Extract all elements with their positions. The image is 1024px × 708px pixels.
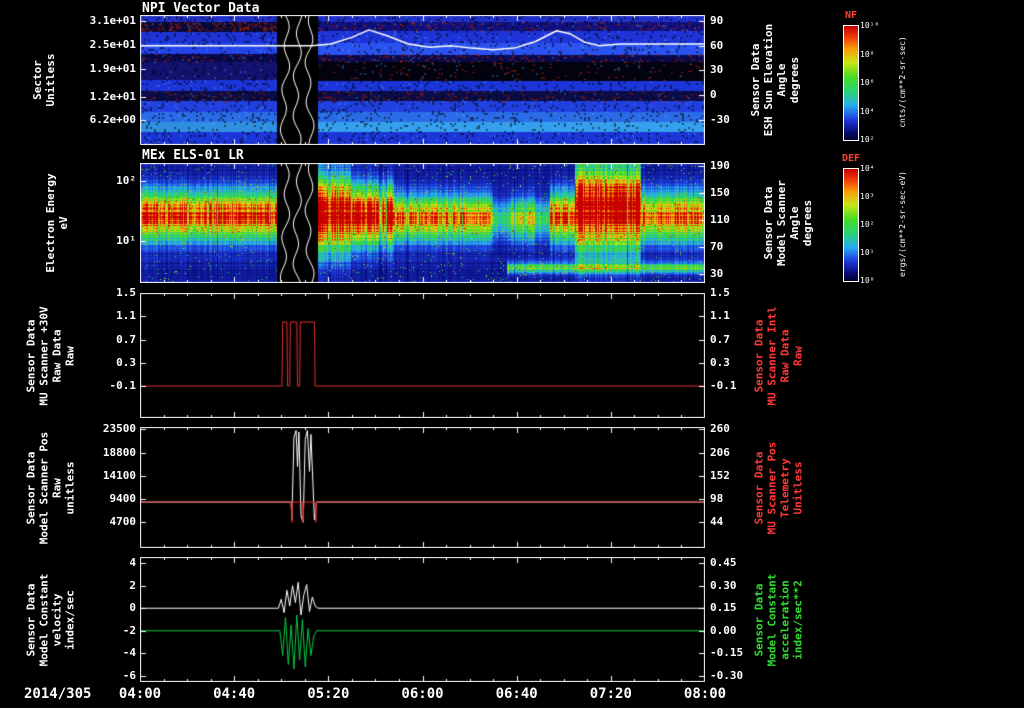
panel3-right-tick-label: 0.7 <box>710 332 730 346</box>
time-axis-label: 07:20 <box>589 686 632 702</box>
panel5-line-canvas <box>140 557 705 682</box>
panel4-left-tick-label: 23500 <box>102 422 136 436</box>
panel5-right-tick-label: 0.30 <box>710 578 737 592</box>
time-axis-label: 05:20 <box>307 686 350 702</box>
panel4-line-canvas <box>140 427 705 548</box>
panel1-right-tick-label: -30 <box>710 113 730 127</box>
panel1-left-tick-label: 1.9e+01 <box>89 62 136 75</box>
panel5-left-tick-label: -6 <box>122 668 136 682</box>
panel5-right-tick-label: -0.15 <box>710 646 744 660</box>
time-axis-label: 08:00 <box>683 686 727 702</box>
panel1-left-tick-label: 2.5e+01 <box>89 38 136 51</box>
panel1-right-tick-label: 90 <box>710 13 724 27</box>
panel4-right-tick-label: 152 <box>710 468 730 482</box>
colorbar-tick-label: 10¹⁰ <box>860 21 880 30</box>
panel3-line-canvas <box>140 293 705 418</box>
panel4-left-tick-label: 14100 <box>102 468 136 482</box>
colorbar-tick-label: 10⁴ <box>860 106 875 116</box>
colorbar-nf-units: cnts/(cm**2-sr-sec) <box>898 36 907 128</box>
panel4-left-tick-label: 9400 <box>109 492 137 506</box>
colorbar-def-units: ergs/(cm**2-sr-sec-eV) <box>898 171 907 277</box>
panel1-left-tick-label: 3.1e+01 <box>89 14 136 27</box>
colorbar-tick-label: 10³ <box>860 192 875 201</box>
panel5-left-tick-label: 0 <box>129 601 136 615</box>
panel4-right-tick-label: 260 <box>710 422 730 436</box>
panel2-left-tick-label: 10¹ <box>116 234 136 248</box>
panel5-right-axis-label: Sensor Data Model Constant acceleration … <box>752 573 804 666</box>
panel3-left-tick-label: 1.5 <box>116 286 136 299</box>
panel2-right-tick-label: 110 <box>710 213 730 227</box>
panel1-left-axis-label: Sector Unitless <box>31 53 57 107</box>
colorbar-tick-label: 10⁶ <box>860 78 875 87</box>
panel3-right-tick-label: 0.3 <box>710 355 730 369</box>
colorbar-tick-label: 10¹ <box>860 248 875 257</box>
panel4-left-tick-label: 18800 <box>102 445 136 459</box>
panel1-left-tick-label: 6.2e+00 <box>89 113 136 127</box>
panel3-right-tick-label: 1.5 <box>710 286 730 299</box>
colorbar-tick-label: 10⁴ <box>860 164 875 173</box>
panel4-left-tick-label: 4700 <box>109 515 137 529</box>
date-label: 2014/305 <box>24 686 92 702</box>
colorbar-tick-label: 10⁰ <box>860 276 875 285</box>
panel3-right-tick-label: -0.1 <box>710 379 737 393</box>
panel5-left-tick-label: 4 <box>129 556 136 570</box>
panel5-right-tick-label: 0.00 <box>710 623 737 637</box>
panel2-title: MEx ELS-01 LR <box>142 148 244 163</box>
panel4-right-tick-label: 44 <box>710 515 724 529</box>
panel2-spectrogram-canvas <box>140 163 705 283</box>
panel5-left-tick-label: -4 <box>122 646 136 660</box>
panel3-left-tick-label: -0.1 <box>109 379 137 393</box>
panel1-right-tick-label: 30 <box>710 63 724 77</box>
panel1-title: NPI Vector Data <box>142 1 260 16</box>
panel5-left-axis-label: Sensor Data Model Constant velocity inde… <box>24 573 76 666</box>
panel2-left-tick-label: 10² <box>116 174 136 188</box>
colorbar-tick-label: 10² <box>860 135 875 144</box>
panel5-left-tick-label: 2 <box>129 578 136 592</box>
panel3-left-tick-label: 0.3 <box>116 355 136 369</box>
panel1-spectrogram-canvas <box>140 15 705 145</box>
panel2-right-tick-label: 150 <box>710 186 730 200</box>
panel4-right-tick-label: 206 <box>710 445 730 459</box>
panel2-right-tick-label: 190 <box>710 159 730 173</box>
panel1-right-tick-label: 0 <box>710 88 717 102</box>
colorbar-nf-title: NF <box>844 10 858 21</box>
colorbar-def-gradient <box>843 168 859 282</box>
colorbar-nf-gradient <box>843 25 859 141</box>
time-axis-label: 06:00 <box>401 686 444 702</box>
panel5-left-tick-label: -2 <box>122 623 136 637</box>
colorbar-def-title: DEF <box>841 153 861 164</box>
panel2-right-tick-label: 70 <box>710 240 724 254</box>
panel3-right-tick-label: 1.1 <box>710 309 730 323</box>
time-axis-label: 06:40 <box>495 686 538 702</box>
panel4-right-tick-label: 98 <box>710 491 724 505</box>
panel5-right-tick-label: 0.15 <box>710 601 737 615</box>
panel5-right-tick-label: -0.30 <box>710 668 744 682</box>
panel1-left-tick-label: 1.2e+01 <box>89 90 136 103</box>
colorbar-tick-label: 10² <box>860 220 875 229</box>
time-axis-label: 04:00 <box>118 686 162 702</box>
panel1-right-tick-label: 60 <box>710 38 724 52</box>
panel3-left-tick-label: 1.1 <box>116 309 136 323</box>
panel2-right-tick-label: 30 <box>710 267 724 281</box>
panel3-left-tick-label: 0.7 <box>116 332 136 346</box>
panel5-right-tick-label: 0.45 <box>710 556 737 570</box>
colorbar-tick-label: 10⁸ <box>860 49 875 59</box>
time-axis-label: 04:40 <box>213 686 256 702</box>
